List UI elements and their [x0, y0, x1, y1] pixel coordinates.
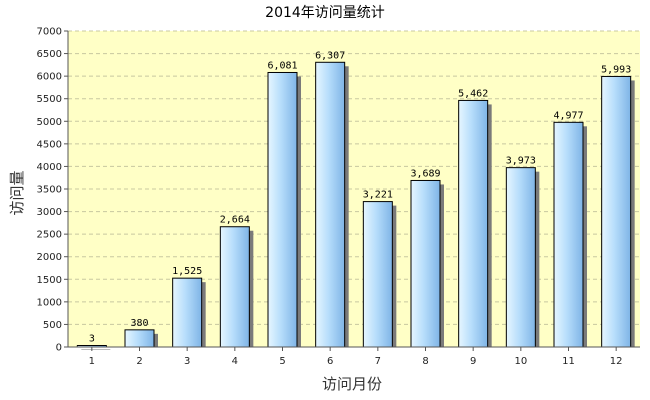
- bar: [458, 99, 489, 348]
- bar: [553, 121, 584, 348]
- chart-title: 2014年访问量统计: [265, 5, 385, 21]
- data-label: 6,081: [267, 60, 297, 71]
- y-tick-label: 5500: [37, 94, 62, 105]
- data-label: 3,221: [363, 190, 393, 201]
- x-tick-label: 5: [279, 356, 285, 367]
- data-label: 6,307: [315, 50, 345, 61]
- y-tick-label: 4500: [37, 139, 62, 150]
- y-tick-label: 2000: [37, 252, 62, 263]
- x-tick-label: 11: [562, 356, 575, 367]
- y-tick-label: 4000: [37, 162, 62, 173]
- bar: [505, 167, 536, 348]
- data-label: 3,689: [410, 168, 440, 179]
- bar: [219, 226, 250, 348]
- y-tick-label: 0: [56, 343, 62, 354]
- y-tick-label: 2500: [37, 230, 62, 241]
- data-label: 3: [89, 334, 95, 345]
- y-axis-ticks: 0 500 1000 1500 2000 2500 3000 3500 4000 4500 5000…: [37, 27, 68, 354]
- x-tick-label: 6: [327, 356, 333, 367]
- x-tick-label: 1: [89, 356, 95, 367]
- y-tick-label: 6000: [37, 72, 62, 83]
- data-label: 2,664: [220, 215, 250, 226]
- x-tick-label: 2: [136, 356, 142, 367]
- x-tick-label: 10: [514, 356, 527, 367]
- y-tick-label: 3000: [37, 207, 62, 218]
- y-tick-label: 1500: [37, 275, 62, 286]
- bars: 3 380 1,525 2,664 6,081 6,307 3,221 3,689 5,462 3…: [76, 50, 635, 350]
- bar: [124, 329, 155, 348]
- y-tick-label: 500: [43, 320, 62, 331]
- x-tick-label: 3: [184, 356, 190, 367]
- data-label: 3,973: [506, 156, 536, 167]
- data-label: 4,977: [553, 110, 583, 121]
- gridlines: [68, 30, 640, 325]
- data-label: 5,993: [601, 64, 631, 75]
- x-tick-label: 4: [232, 356, 238, 367]
- x-tick-label: 8: [422, 356, 428, 367]
- x-axis-ticks: 1 2 3 4 5 6 7 8 9 10 11 12: [89, 347, 623, 367]
- x-tick-label: 9: [470, 356, 476, 367]
- bar: [601, 75, 632, 348]
- y-axis-label: 访问量: [8, 170, 26, 215]
- y-tick-label: 6500: [37, 49, 62, 60]
- x-tick-label: 12: [610, 356, 623, 367]
- bar: [267, 71, 298, 348]
- data-label: 380: [130, 318, 148, 329]
- x-axis-label: 访问月份: [322, 375, 382, 393]
- y-tick-label: 3500: [37, 185, 62, 196]
- bar: [172, 277, 203, 348]
- x-tick-label: 7: [375, 356, 381, 367]
- bar: [315, 61, 346, 348]
- y-tick-label: 1000: [37, 297, 62, 308]
- bar-shadow: [81, 349, 111, 350]
- bar: [410, 179, 441, 348]
- data-label: 5,462: [458, 88, 488, 99]
- y-tick-label: 5000: [37, 117, 62, 128]
- bar: [362, 201, 393, 348]
- y-tick-label: 7000: [37, 27, 62, 38]
- data-label: 1,525: [172, 266, 202, 277]
